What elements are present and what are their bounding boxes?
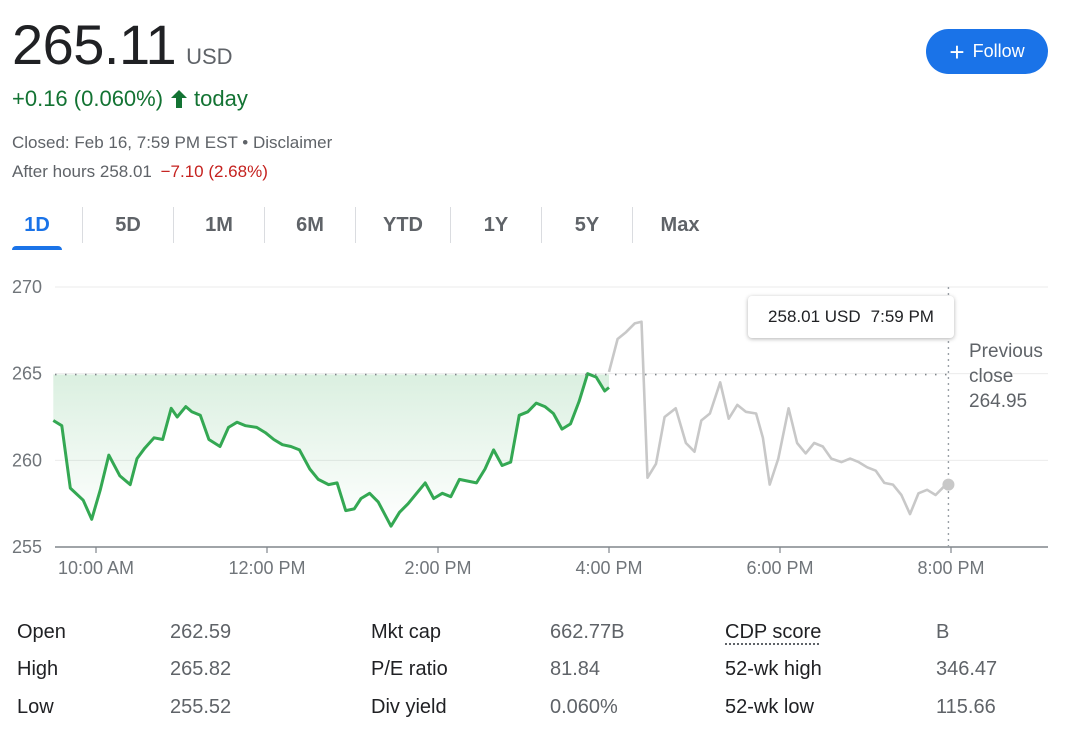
tab-divider [541, 207, 542, 243]
closed-text: Closed: Feb 16, 7:59 PM EST [12, 133, 238, 152]
y-tick-label: 255 [12, 537, 42, 557]
after-hours-label: After hours 258.01 [12, 162, 152, 181]
stat-value-mkt-cap: 662.77B [550, 621, 625, 643]
regular-session-line [52, 372, 610, 528]
x-tick-label: 6:00 PM [746, 558, 813, 578]
stat-label-mkt-cap: Mkt cap [371, 621, 442, 643]
disclaimer-link[interactable]: Disclaimer [252, 133, 333, 152]
price-chart[interactable]: 270 265 260 255 10:00 AM 12:00 PM 2:00 PM 4:00 … [0, 270, 1080, 590]
y-tick-label: 270 [12, 277, 42, 297]
change-value: +0.16 (0.060%) [12, 86, 164, 111]
regular-session-area [53, 373, 610, 527]
tab-5d[interactable]: 5D [115, 213, 141, 236]
change-suffix: today [194, 86, 248, 111]
tab-1y[interactable]: 1Y [483, 213, 509, 236]
stat-label-open: Open [17, 621, 66, 643]
after-hours-line [607, 320, 949, 516]
stat-label-52wk-low: 52-wk low [725, 696, 814, 718]
previous-close-label: Previous [969, 341, 1043, 362]
tooltip-time: 7:59 PM [870, 307, 934, 326]
x-tick-label: 10:00 AM [58, 558, 134, 578]
tab-divider [450, 207, 451, 243]
stat-label-pe-ratio: P/E ratio [371, 658, 448, 680]
y-tick-label: 260 [12, 450, 42, 470]
tab-ytd[interactable]: YTD [383, 213, 423, 236]
market-status: Closed: Feb 16, 7:59 PM EST • Disclaimer [12, 133, 332, 153]
stock-price: 265.11 [12, 13, 177, 76]
stat-value-cdp-score: B [936, 621, 950, 643]
range-tabs: 1D 5D 1M 6M YTD 1Y 5Y Max [12, 206, 727, 250]
stat-value-div-yield: 0.060% [550, 696, 618, 718]
x-tick-label: 2:00 PM [404, 558, 471, 578]
tab-divider [82, 207, 83, 243]
stat-value-52wk-low: 115.66 [936, 696, 996, 718]
stat-label-low: Low [17, 696, 54, 718]
after-hours-info: After hours 258.01 −7.10 (2.68%) [12, 162, 268, 182]
previous-close-value: 264.95 [969, 391, 1028, 412]
y-tick-label: 265 [12, 364, 42, 384]
stat-value-open: 262.59 [170, 621, 232, 643]
tab-divider [264, 207, 265, 243]
currency-label: USD [186, 44, 233, 69]
stat-label-div-yield: Div yield [371, 696, 447, 718]
price-header: 265.11 USD [12, 14, 233, 76]
x-tick-label: 12:00 PM [228, 558, 305, 578]
tab-max[interactable]: Max [660, 213, 700, 236]
tab-6m[interactable]: 6M [296, 213, 324, 236]
tab-1d[interactable]: 1D [12, 206, 62, 250]
x-tick-label: 8:00 PM [917, 558, 984, 578]
stat-value-low: 255.52 [170, 696, 232, 718]
hover-tooltip: 258.01 USD 7:59 PM [748, 296, 954, 338]
stat-value-high: 265.82 [170, 658, 232, 680]
current-point-marker [942, 478, 955, 491]
tooltip-price: 258.01 USD [768, 307, 861, 326]
plus-icon: + [949, 36, 965, 67]
price-change: +0.16 (0.060%) today [12, 86, 248, 112]
stat-label-high: High [17, 658, 59, 680]
after-hours-change: −7.10 (2.68%) [160, 162, 268, 181]
tab-divider [632, 207, 633, 243]
stat-label-52wk-high: 52-wk high [725, 658, 822, 680]
separator-dot: • [242, 133, 249, 152]
stat-value-52wk-high: 346.47 [936, 658, 998, 680]
previous-close-label: close [969, 366, 1014, 387]
tab-5y[interactable]: 5Y [574, 213, 600, 236]
arrow-up-icon [170, 89, 188, 109]
follow-label: Follow [972, 41, 1025, 61]
tab-divider [173, 207, 174, 243]
stat-value-pe-ratio: 81.84 [550, 658, 601, 680]
x-tick-label: 4:00 PM [575, 558, 642, 578]
tab-1m[interactable]: 1M [205, 213, 233, 236]
previous-close-annotation: Previous close 264.95 [969, 339, 1043, 414]
tab-divider [355, 207, 356, 243]
stat-label-cdp-score[interactable]: CDP score [725, 621, 822, 643]
follow-button[interactable]: + Follow [926, 29, 1048, 74]
